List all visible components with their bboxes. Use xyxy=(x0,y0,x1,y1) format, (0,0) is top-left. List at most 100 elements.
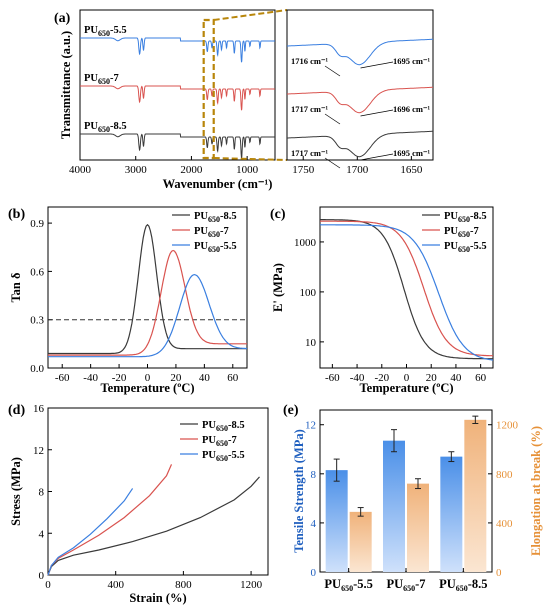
y-tick-label-e-right: 0 xyxy=(496,567,502,579)
y-tick-label-e-right: 400 xyxy=(496,518,513,530)
x-tick-label-d: 400 xyxy=(107,579,124,591)
annotation-right: 1696 cm⁻¹ xyxy=(393,104,430,114)
annotation-arrow xyxy=(360,153,394,161)
ftir-line--7 xyxy=(80,85,275,111)
panel-d: (d) 0 400 800 1200 0 4 8 12 16 Strain (%) Stress (M… xyxy=(8,403,269,605)
y-tick-label-e-left: 0 xyxy=(311,567,317,579)
zoom-box xyxy=(202,18,215,160)
y-tick-label-c: 1000 xyxy=(294,237,317,249)
x-tick-label-a-inset: 1700 xyxy=(346,164,369,176)
zoom-connector-top xyxy=(213,9,288,21)
ftir-line--5-5 xyxy=(80,37,275,63)
x-axis-label-c: Temperature (ºC) xyxy=(359,381,453,395)
x-tick-label-c: 60 xyxy=(475,372,487,384)
y-tick-label-d: 8 xyxy=(39,487,45,499)
x-tick-label-c: -20 xyxy=(374,372,389,384)
y-tick-label-e-right: 800 xyxy=(496,469,513,481)
inset-line--8-5 xyxy=(287,130,433,158)
x-tick-label-c: -60 xyxy=(325,372,340,384)
y-tick-label-d: 0 xyxy=(39,570,45,582)
bar-elongation xyxy=(349,511,372,572)
series-label-a: PU650-8.5 xyxy=(84,121,127,134)
series-label-a: PU650-7 xyxy=(84,73,119,86)
annotation-left: 1717 cm⁻¹ xyxy=(291,104,328,114)
x-tick-label-d: 800 xyxy=(175,579,192,591)
bar-tensile-strength xyxy=(440,456,463,572)
tan-delta-line--8-5 xyxy=(48,223,247,355)
legend-label-c: PU650-8.5 xyxy=(444,211,487,224)
x-tick-label-c: -40 xyxy=(350,372,365,384)
y-tick-label-c: 10 xyxy=(305,337,317,349)
tan-delta-line--5-5 xyxy=(48,273,248,358)
x-tick-label-b: -20 xyxy=(112,372,127,384)
panel-label-b: (b) xyxy=(8,207,25,222)
category-label-e: PU650-8.5 xyxy=(439,577,487,593)
stress-strain-line--8-5 xyxy=(47,476,260,576)
y-tick-label-d: 4 xyxy=(39,528,45,540)
annotation-arrow xyxy=(324,113,341,125)
x-tick-label-b: -60 xyxy=(55,372,70,384)
bar-elongation xyxy=(407,483,429,572)
bar-tensile-strength xyxy=(383,440,405,572)
x-tick-label-d: 0 xyxy=(45,579,51,591)
y-tick-label-b: 0.6 xyxy=(30,266,44,278)
annotation-arrow xyxy=(324,65,341,77)
x-tick-label-b: 0 xyxy=(145,372,151,384)
panel-label-e: (e) xyxy=(283,403,299,418)
y-tick-label-c: 100 xyxy=(300,287,317,299)
x-tick-label-a-inset: 1750 xyxy=(292,164,315,176)
panel-d-frame xyxy=(47,407,269,576)
panel-e: (e) 0 4 8 12 0 400 800 1200 Tensile Strength (MPa… xyxy=(283,403,543,593)
legend-label-b: PU650-8.5 xyxy=(194,211,237,224)
x-tick-label-b: 40 xyxy=(199,372,211,384)
y-axis-label-a: Transmittance (a.u.) xyxy=(59,31,73,139)
annotation-arrow xyxy=(360,61,394,69)
y-tick-label-b: 0.0 xyxy=(30,363,44,375)
panel-label-d: (d) xyxy=(8,403,25,418)
y-tick-label-b: 0.3 xyxy=(30,315,44,327)
series-label-a: PU650-5.5 xyxy=(84,25,127,38)
y-axis-label-d: Stress (MPa) xyxy=(9,457,23,526)
y-axis-label-e-left: Tensile Strength (MPa) xyxy=(292,429,306,553)
x-axis-label-d: Strain (%) xyxy=(129,591,186,605)
x-axis-label-a: Wavenumber (cm⁻¹) xyxy=(163,177,273,191)
zoom-connector-bottom xyxy=(213,157,288,161)
tan-delta-line--7 xyxy=(48,249,247,356)
legend-label-b: PU650-7 xyxy=(194,226,229,239)
y-tick-label-e-left: 8 xyxy=(311,469,317,481)
panel-c: (c) -60 -40 -20 0 20 40 60 10 100 1000 Temperature … xyxy=(270,206,494,395)
category-label-e: PU650-5.5 xyxy=(324,577,372,593)
y-axis-label-e-right: Elongation at break (%) xyxy=(529,426,543,556)
x-tick-label-c: 0 xyxy=(404,372,410,384)
y-axis-label-c: E' (MPa) xyxy=(271,263,285,312)
legend-label-d: PU650-7 xyxy=(202,435,237,448)
y-axis-label-b: Tan δ xyxy=(9,272,23,303)
bar-elongation xyxy=(464,419,487,572)
y-tick-label-b: 0.9 xyxy=(30,218,44,230)
x-axis-label-b: Temperature (ºC) xyxy=(100,381,194,395)
x-tick-label-c: 20 xyxy=(426,372,438,384)
ftir-line--8-5 xyxy=(80,133,275,159)
annotation-left: 1717 cm⁻¹ xyxy=(291,148,328,158)
x-tick-label-a: 2000 xyxy=(180,164,203,176)
annotation-right: 1695 cm⁻¹ xyxy=(393,148,430,158)
annotation-arrow xyxy=(324,157,341,169)
annotation-arrow xyxy=(360,109,394,117)
x-tick-label-a-inset: 1650 xyxy=(400,164,423,176)
stress-strain-line--7 xyxy=(47,464,173,576)
bar-tensile-strength xyxy=(325,470,348,572)
inset-line--7 xyxy=(287,86,433,114)
legend-label-d: PU650-8.5 xyxy=(202,420,245,433)
x-tick-label-a: 4000 xyxy=(69,164,92,176)
legend-label-b: PU650-5.5 xyxy=(194,241,237,254)
panel-a-inset-frame xyxy=(286,9,434,161)
panel-label-c: (c) xyxy=(270,207,286,222)
panel-label-a: (a) xyxy=(54,11,71,26)
stress-strain-line--5-5 xyxy=(47,488,134,576)
y-tick-label-d: 12 xyxy=(33,445,44,457)
annotation-left: 1716 cm⁻¹ xyxy=(291,56,328,66)
x-tick-label-b: -40 xyxy=(83,372,98,384)
x-tick-label-a: 1000 xyxy=(236,164,259,176)
